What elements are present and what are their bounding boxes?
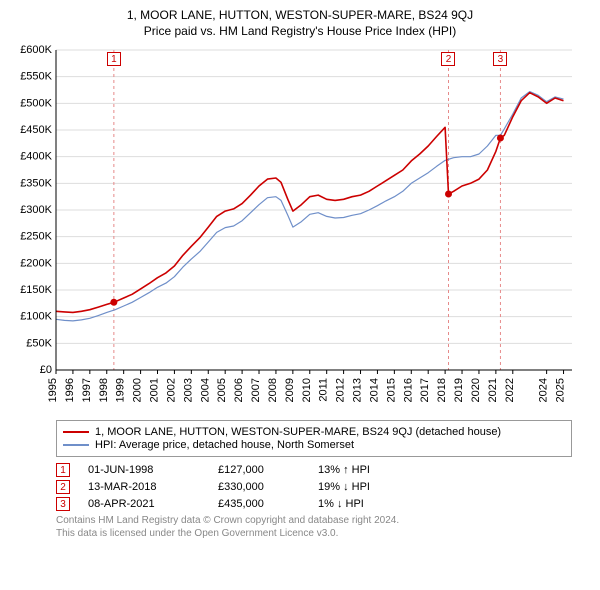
title-subtitle: Price paid vs. HM Land Registry's House … — [10, 24, 590, 38]
sale-date: 13-MAR-2018 — [88, 481, 218, 493]
sale-price: £435,000 — [218, 498, 318, 510]
svg-text:1998: 1998 — [98, 378, 110, 402]
svg-text:1997: 1997 — [81, 378, 93, 402]
svg-text:1999: 1999 — [115, 378, 127, 402]
sale-price: £127,000 — [218, 464, 318, 476]
sale-row: 1 01-JUN-1998£127,00013% ↑ HPI — [56, 463, 572, 477]
svg-text:£250K: £250K — [20, 231, 52, 243]
sale-delta: 19% ↓ HPI — [318, 481, 438, 493]
sale-row: 2 13-MAR-2018£330,00019% ↓ HPI — [56, 480, 572, 494]
legend: 1, MOOR LANE, HUTTON, WESTON-SUPER-MARE,… — [56, 420, 572, 457]
sale-row: 3 08-APR-2021£435,0001% ↓ HPI — [56, 497, 572, 511]
svg-text:£0: £0 — [40, 364, 52, 376]
svg-text:£200K: £200K — [20, 257, 52, 269]
svg-text:£150K: £150K — [20, 284, 52, 296]
svg-text:2012: 2012 — [335, 378, 347, 402]
svg-text:2005: 2005 — [216, 378, 228, 402]
svg-text:2022: 2022 — [504, 378, 516, 402]
plot-area: £0 £50K £100K £150K £200K £250K £300K £350K £400… — [10, 44, 590, 414]
svg-text:2008: 2008 — [267, 378, 279, 402]
legend-swatch — [63, 431, 89, 433]
title-address: 1, MOOR LANE, HUTTON, WESTON-SUPER-MARE,… — [10, 8, 590, 22]
svg-text:£50K: £50K — [26, 337, 52, 349]
sale-number-box: 2 — [56, 480, 70, 494]
svg-text:2009: 2009 — [284, 378, 296, 402]
svg-text:2018: 2018 — [436, 378, 448, 402]
svg-text:2019: 2019 — [453, 378, 465, 402]
legend-row: HPI: Average price, detached house, Nort… — [63, 439, 565, 451]
svg-text:£450K: £450K — [20, 124, 52, 136]
footer-line-1: Contains HM Land Registry data © Crown c… — [56, 515, 572, 528]
svg-text:£350K: £350K — [20, 177, 52, 189]
svg-text:2002: 2002 — [165, 378, 177, 402]
legend-label: HPI: Average price, detached house, Nort… — [95, 439, 354, 451]
sale-date: 01-JUN-1998 — [88, 464, 218, 476]
svg-text:2006: 2006 — [233, 378, 245, 402]
legend-label: 1, MOOR LANE, HUTTON, WESTON-SUPER-MARE,… — [95, 426, 501, 438]
svg-text:2025: 2025 — [555, 378, 567, 402]
chart-svg: £0 £50K £100K £150K £200K £250K £300K £350K £400… — [10, 44, 590, 414]
svg-text:£550K: £550K — [20, 71, 52, 83]
svg-text:2013: 2013 — [352, 378, 364, 402]
svg-text:2000: 2000 — [132, 378, 144, 402]
svg-text:£500K: £500K — [20, 97, 52, 109]
svg-text:£300K: £300K — [20, 204, 52, 216]
svg-text:2015: 2015 — [385, 378, 397, 402]
sale-delta: 13% ↑ HPI — [318, 464, 438, 476]
svg-text:1996: 1996 — [64, 378, 76, 402]
legend-row: 1, MOOR LANE, HUTTON, WESTON-SUPER-MARE,… — [63, 426, 565, 438]
sale-number-box: 1 — [56, 463, 70, 477]
svg-text:2010: 2010 — [301, 378, 313, 402]
svg-text:2021: 2021 — [487, 378, 499, 402]
chart-container: 1, MOOR LANE, HUTTON, WESTON-SUPER-MARE,… — [0, 0, 600, 550]
svg-text:£600K: £600K — [20, 44, 52, 56]
sale-marker-box: 2 — [441, 52, 455, 66]
svg-text:2004: 2004 — [199, 378, 211, 402]
svg-text:2024: 2024 — [538, 378, 550, 402]
sale-number-box: 3 — [56, 497, 70, 511]
footer-attribution: Contains HM Land Registry data © Crown c… — [56, 515, 572, 540]
svg-text:1995: 1995 — [47, 378, 59, 402]
legend-swatch — [63, 444, 89, 446]
svg-text:2016: 2016 — [402, 378, 414, 402]
svg-text:2007: 2007 — [250, 378, 262, 402]
sale-date: 08-APR-2021 — [88, 498, 218, 510]
svg-text:2011: 2011 — [318, 378, 330, 402]
svg-text:2001: 2001 — [149, 378, 161, 402]
svg-text:£100K: £100K — [20, 311, 52, 323]
svg-text:£400K: £400K — [20, 151, 52, 163]
svg-text:2017: 2017 — [419, 378, 431, 402]
svg-text:2003: 2003 — [182, 378, 194, 402]
sales-table: 1 01-JUN-1998£127,00013% ↑ HPI 2 13-MAR-201… — [56, 463, 572, 511]
titles: 1, MOOR LANE, HUTTON, WESTON-SUPER-MARE,… — [10, 8, 590, 38]
svg-text:2014: 2014 — [368, 378, 380, 402]
sale-marker-box: 3 — [493, 52, 507, 66]
sale-price: £330,000 — [218, 481, 318, 493]
footer-line-2: This data is licensed under the Open Gov… — [56, 528, 572, 541]
sale-marker-box: 1 — [107, 52, 121, 66]
svg-text:2020: 2020 — [470, 378, 482, 402]
sale-delta: 1% ↓ HPI — [318, 498, 438, 510]
